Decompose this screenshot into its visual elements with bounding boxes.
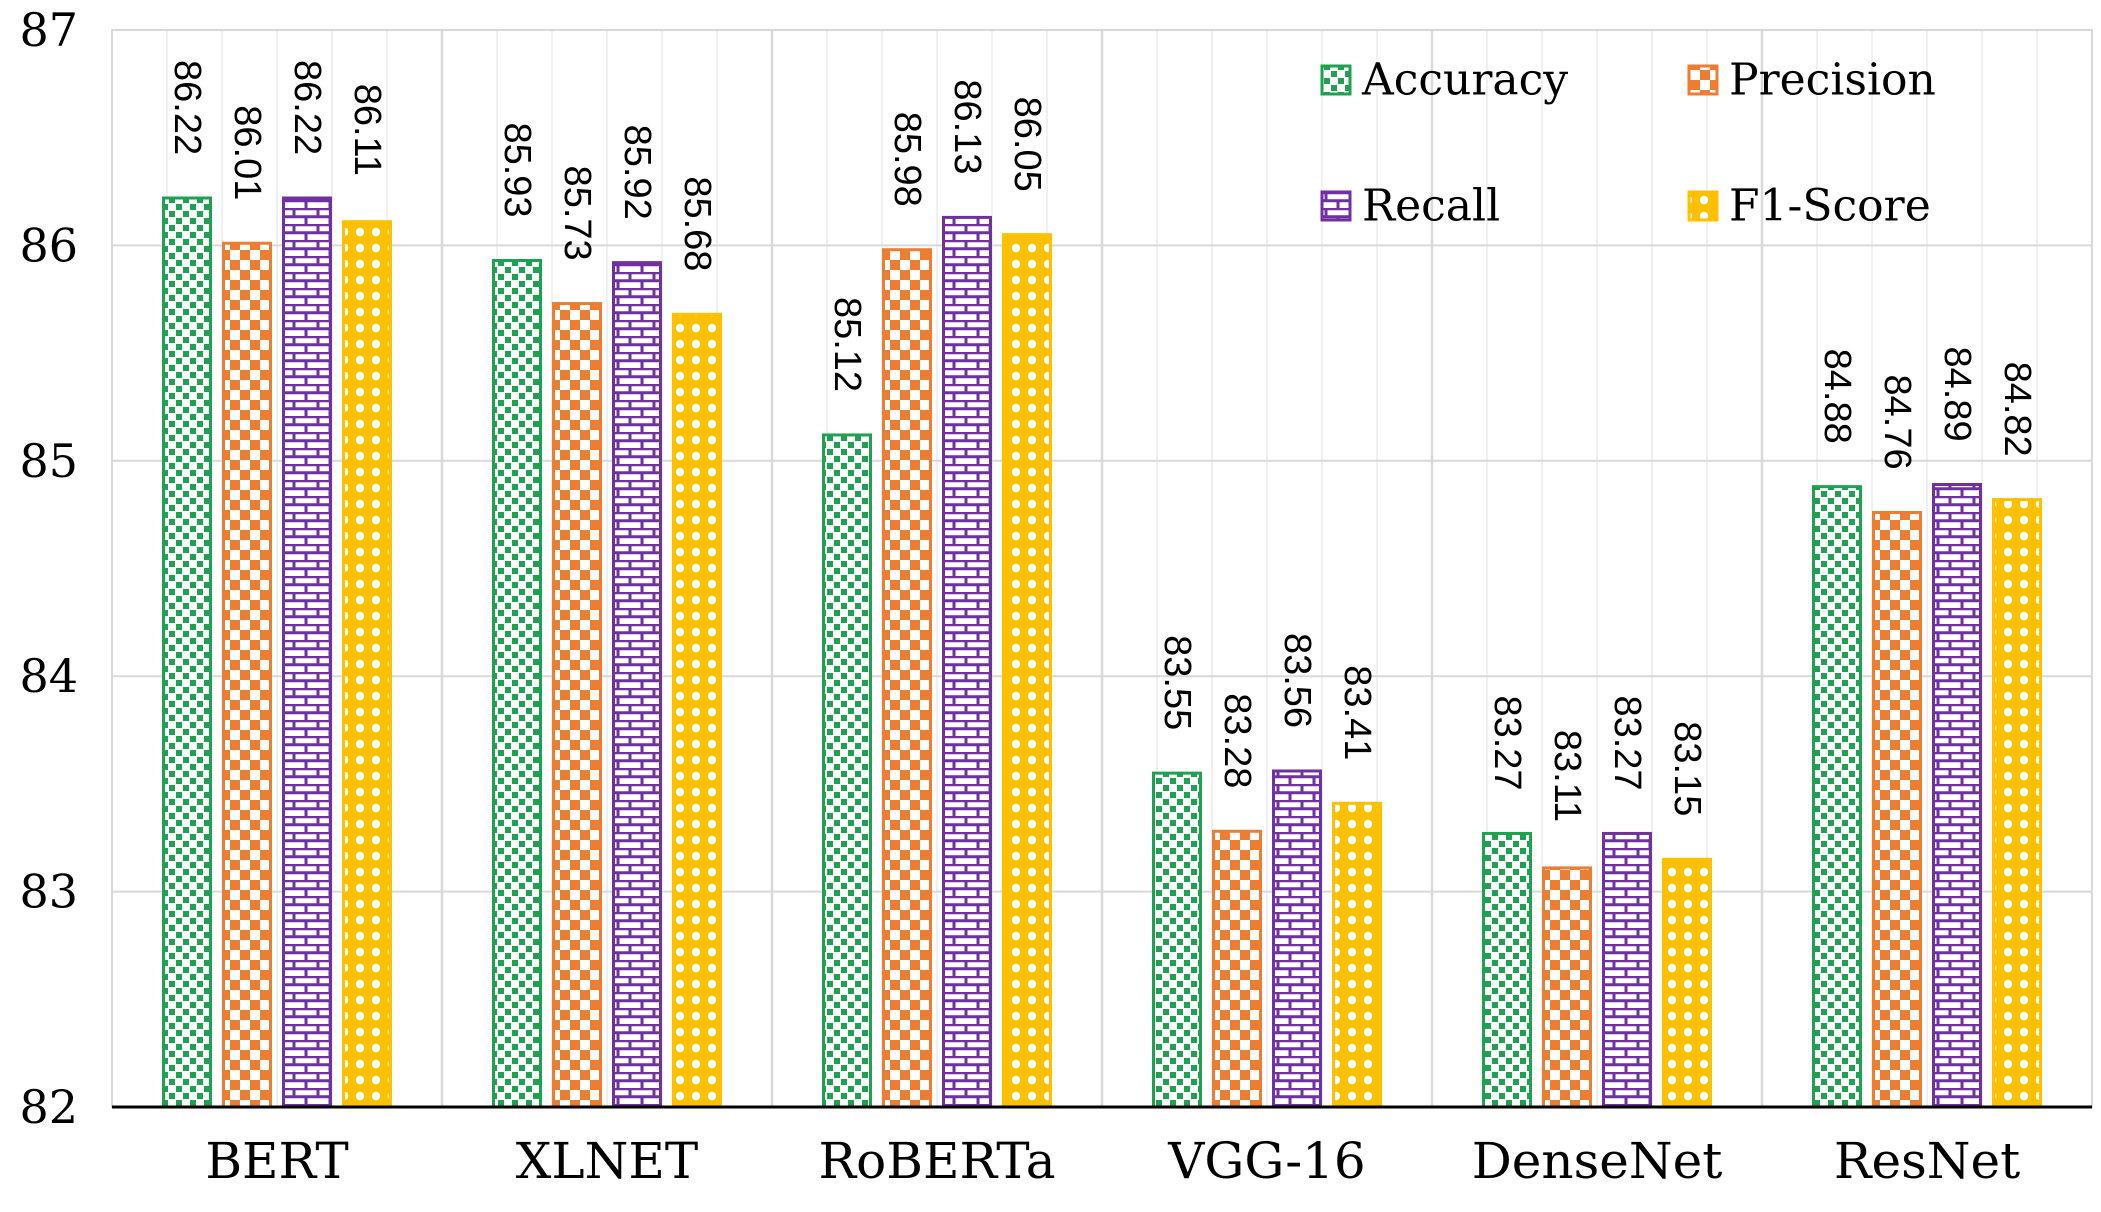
bar-precision-densenet [1542, 866, 1592, 1109]
data-label: 84.89 [1936, 346, 1978, 441]
y-tick-label: 87 [19, 3, 78, 57]
bar-accuracy-densenet [1482, 831, 1532, 1109]
data-label: 86.13 [946, 79, 988, 174]
bar-f1-score-roberta [1002, 233, 1052, 1109]
x-axis-category-labels: BERT XLNET RoBERTa VGG-16 DenseNet ResNet [205, 1132, 2020, 1190]
data-label: 83.41 [1336, 665, 1378, 760]
data-label: 84.88 [1816, 349, 1858, 444]
x-category-label: ResNet [1834, 1132, 2020, 1190]
data-label: 86.01 [226, 105, 268, 200]
legend: Accuracy Precision Recall F1-Score [1320, 55, 1936, 232]
bar-f1-score-densenet [1662, 857, 1712, 1109]
bar-recall-roberta [942, 215, 992, 1109]
bar-accuracy-roberta [822, 433, 872, 1109]
data-label: 86.11 [346, 84, 388, 176]
x-category-label: VGG-16 [1167, 1132, 1365, 1190]
x-category-label: RoBERTa [818, 1132, 1055, 1190]
data-label: 86.22 [166, 60, 208, 155]
data-label: 85.12 [826, 297, 868, 392]
data-label: 84.76 [1876, 374, 1918, 469]
bar-f1-score-resnet [1992, 498, 2042, 1109]
data-labels: 86.22 86.01 86.22 86.11 85.93 85.73 85.92 85.68… [166, 60, 2038, 822]
data-label: 85.93 [496, 122, 538, 217]
y-axis-tick-labels: 82 83 84 85 86 87 [19, 3, 78, 1134]
bar-recall-bert [282, 196, 332, 1109]
x-category-label: XLNET [516, 1132, 698, 1190]
data-label: 85.73 [556, 166, 598, 261]
bar-f1-score-xlnet [672, 312, 722, 1109]
y-tick-label: 82 [19, 1080, 78, 1134]
legend-swatch-precision [1687, 64, 1719, 96]
bar-precision-bert [222, 241, 272, 1109]
data-label: 83.27 [1606, 695, 1648, 790]
bar-recall-vgg-16 [1272, 769, 1322, 1109]
x-category-label: DenseNet [1472, 1132, 1723, 1190]
bar-precision-vgg-16 [1212, 829, 1262, 1109]
y-tick-label: 83 [19, 865, 78, 919]
legend-swatch-accuracy [1320, 64, 1352, 96]
bar-precision-resnet [1872, 510, 1922, 1109]
data-label: 83.15 [1666, 721, 1708, 816]
bars [162, 196, 2042, 1109]
data-label: 83.27 [1486, 695, 1528, 790]
data-label: 83.28 [1216, 693, 1258, 788]
legend-label: Accuracy [1361, 55, 1568, 106]
legend-label: F1-Score [1729, 181, 1931, 232]
bar-accuracy-resnet [1812, 485, 1862, 1109]
bar-f1-score-vgg-16 [1332, 801, 1382, 1109]
bar-precision-roberta [882, 248, 932, 1109]
data-label: 86.22 [286, 60, 328, 155]
data-label: 83.56 [1276, 633, 1318, 728]
legend-swatch-f1-score [1687, 190, 1719, 222]
x-category-label: BERT [205, 1132, 348, 1190]
data-label: 85.98 [886, 112, 928, 207]
bar-recall-resnet [1932, 482, 1982, 1109]
bar-recall-densenet [1602, 831, 1652, 1109]
data-label: 85.68 [676, 176, 718, 271]
data-label: 83.11 [1546, 730, 1588, 822]
bar-recall-xlnet [612, 261, 662, 1109]
data-label: 83.55 [1156, 635, 1198, 730]
legend-swatch-recall [1320, 190, 1352, 222]
bar-accuracy-xlnet [492, 258, 542, 1109]
bar-accuracy-vgg-16 [1152, 771, 1202, 1109]
legend-label: Recall [1362, 181, 1500, 232]
gridlines [111, 29, 2093, 1108]
y-tick-label: 84 [19, 649, 78, 703]
y-tick-label: 86 [19, 218, 78, 272]
legend-label: Precision [1729, 55, 1936, 106]
y-tick-label: 85 [19, 434, 78, 488]
data-label: 85.92 [616, 125, 658, 220]
bar-f1-score-bert [342, 220, 392, 1109]
bar-precision-xlnet [552, 302, 602, 1109]
data-label: 84.82 [1996, 362, 2038, 457]
data-label: 86.05 [1006, 97, 1048, 192]
bar-accuracy-bert [162, 196, 212, 1109]
